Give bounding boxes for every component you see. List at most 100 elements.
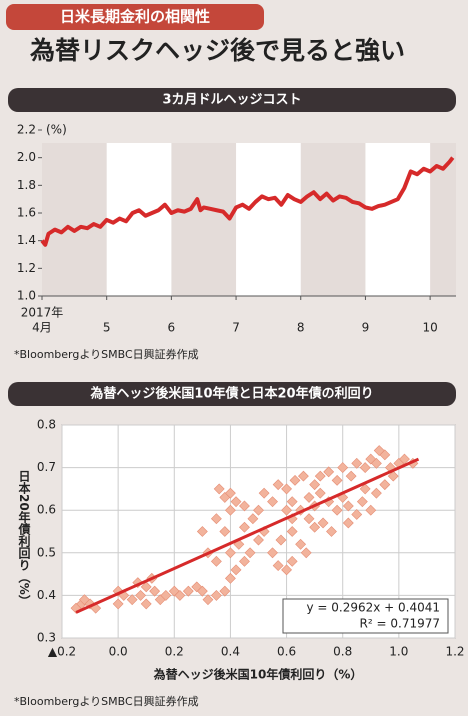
chart-header-bg — [8, 88, 456, 112]
y-tick-label: 0.4 — [37, 588, 56, 602]
point — [314, 470, 326, 482]
point — [149, 585, 161, 597]
point — [387, 470, 399, 482]
point — [126, 594, 138, 606]
tag-bg — [6, 4, 264, 30]
x-tick-label: 7 — [232, 321, 240, 335]
x-tick-label: ▲0.2 — [48, 645, 76, 659]
point — [295, 538, 307, 550]
equation: y = 0.2962x + 0.4041 — [306, 601, 440, 615]
point — [300, 547, 312, 559]
point — [112, 598, 124, 610]
point — [342, 517, 354, 529]
point — [174, 589, 186, 601]
y-axis-label: 日本20年債利回り（%） — [17, 470, 31, 607]
point — [210, 555, 222, 567]
point — [281, 564, 292, 576]
point — [345, 470, 357, 482]
equation: R² = 0.71977 — [360, 617, 440, 631]
point — [196, 526, 208, 537]
y-tick-label: 2.2 — [17, 123, 36, 137]
point — [342, 500, 354, 512]
point — [286, 496, 298, 508]
x-tick-label: 0.2 — [165, 645, 184, 659]
x-axis-label: 為替ヘッジ後米国10年債利回り（%） — [154, 667, 363, 682]
y-tick-label: 0.8 — [37, 418, 56, 432]
source-note: *BloombergよりSMBC日興証券作成 — [14, 694, 199, 708]
point — [326, 526, 337, 537]
point — [225, 547, 236, 559]
point — [303, 491, 315, 503]
x-tick-label: 9 — [362, 321, 370, 335]
point — [286, 526, 298, 537]
point — [272, 479, 284, 491]
point — [210, 513, 222, 525]
point — [379, 479, 391, 491]
point — [182, 585, 194, 597]
y-tick-label: 1.4 — [17, 233, 36, 247]
point — [359, 483, 371, 495]
point — [337, 462, 349, 474]
y-tick-label: 1.8 — [17, 178, 36, 192]
x-tick-label: 6 — [168, 321, 176, 335]
point — [351, 457, 363, 469]
point — [297, 470, 309, 482]
point — [365, 453, 377, 465]
x-tick-label: 1.2 — [445, 645, 464, 659]
line-series — [40, 156, 455, 247]
point — [239, 555, 250, 567]
point — [289, 474, 301, 486]
point — [210, 589, 222, 601]
point — [253, 504, 264, 516]
point — [239, 500, 250, 512]
point — [365, 504, 377, 516]
point — [317, 517, 329, 529]
point — [168, 585, 180, 597]
point — [258, 487, 270, 499]
point — [286, 555, 298, 567]
point — [213, 483, 225, 495]
y-tick-label: 1.2 — [17, 261, 36, 275]
point — [225, 487, 236, 499]
x-tick-label: 1.0 — [389, 645, 408, 659]
y-tick-label: 2.0 — [17, 150, 36, 164]
x-tick-label: 0.8 — [333, 645, 352, 659]
point — [331, 504, 343, 516]
point — [303, 513, 315, 525]
chart-header-bg — [8, 382, 456, 406]
point — [295, 504, 307, 516]
month-band — [365, 143, 431, 296]
point — [359, 462, 371, 474]
point — [160, 589, 172, 601]
equation-box — [282, 598, 449, 634]
x-tick-label: 4月 — [32, 321, 52, 335]
point — [253, 534, 264, 546]
point — [281, 483, 292, 495]
trendline — [75, 457, 420, 614]
point — [272, 560, 284, 572]
point — [356, 496, 368, 508]
y-tick-label: 0.6 — [37, 503, 56, 517]
point — [370, 457, 382, 469]
point — [351, 509, 363, 520]
point — [196, 585, 208, 597]
tag: 日米長期金利の相関性 — [60, 8, 210, 26]
point — [191, 581, 203, 593]
year-label: 2017年 — [21, 306, 64, 320]
point — [331, 474, 343, 486]
point — [225, 504, 236, 516]
point — [230, 496, 242, 508]
point — [309, 521, 321, 533]
point — [267, 547, 278, 559]
x-tick-label: 0.6 — [277, 645, 296, 659]
point — [202, 594, 214, 606]
x-tick-label: 5 — [103, 321, 111, 335]
chart-title: 3カ月ドルヘッジコスト — [162, 93, 301, 108]
point — [225, 572, 236, 584]
point — [135, 589, 147, 601]
x-tick-label: 10 — [422, 321, 437, 335]
y-tick-label: 0.5 — [37, 545, 56, 559]
point — [239, 521, 250, 533]
y-tick-label: 1.0 — [17, 289, 36, 303]
